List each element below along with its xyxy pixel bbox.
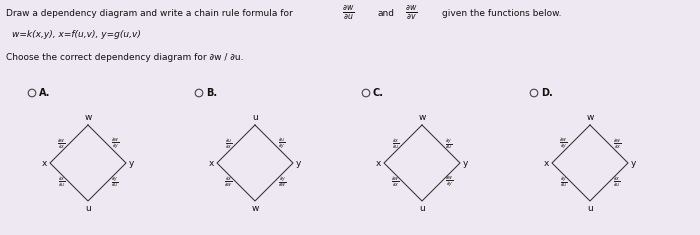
Text: w: w: [419, 113, 426, 122]
Text: $\frac{\partial u}{\partial x}$: $\frac{\partial u}{\partial x}$: [225, 137, 232, 151]
Text: x: x: [544, 158, 549, 168]
Text: $\frac{\partial y}{\partial u}$: $\frac{\partial y}{\partial u}$: [445, 137, 452, 151]
Text: $\frac{\partial x}{\partial w}$: $\frac{\partial x}{\partial w}$: [224, 176, 232, 188]
Text: Draw a dependency diagram and write a chain rule formula for: Draw a dependency diagram and write a ch…: [6, 9, 293, 18]
Text: u: u: [419, 204, 425, 213]
Text: y: y: [296, 158, 302, 168]
Text: x: x: [376, 158, 381, 168]
Text: w: w: [587, 113, 594, 122]
Text: y: y: [463, 158, 468, 168]
Text: given the functions below.: given the functions below.: [442, 9, 561, 18]
Text: w: w: [84, 113, 92, 122]
Text: $\frac{\partial x}{\partial u}$: $\frac{\partial x}{\partial u}$: [613, 176, 620, 188]
Text: w: w: [251, 204, 259, 213]
Text: $\frac{\partial w}{\partial x}$: $\frac{\partial w}{\partial x}$: [613, 137, 621, 151]
Text: A.: A.: [39, 88, 50, 98]
Text: x: x: [41, 158, 47, 168]
Text: w=k(x,y), x=f(u,v), y=g(u,v): w=k(x,y), x=f(u,v), y=g(u,v): [12, 30, 141, 39]
Text: $\frac{\partial w}{\partial y}$: $\frac{\partial w}{\partial y}$: [559, 137, 567, 151]
Text: Choose the correct dependency diagram for ∂w / ∂u.: Choose the correct dependency diagram fo…: [6, 53, 244, 62]
Text: y: y: [129, 158, 134, 168]
Text: y: y: [631, 158, 636, 168]
Text: $\frac{\partial x}{\partial u}$: $\frac{\partial x}{\partial u}$: [57, 176, 65, 188]
Text: $\frac{\partial w}{\partial x}$: $\frac{\partial w}{\partial x}$: [391, 176, 399, 188]
Text: B.: B.: [206, 88, 217, 98]
Text: $\frac{\partial x}{\partial u}$: $\frac{\partial x}{\partial u}$: [392, 137, 399, 151]
Text: $\frac{\partial y}{\partial w}$: $\frac{\partial y}{\partial w}$: [278, 175, 286, 189]
Text: x: x: [209, 158, 214, 168]
Text: $\frac{\partial w}{\partial y}$: $\frac{\partial w}{\partial y}$: [445, 175, 453, 189]
Text: u: u: [587, 204, 593, 213]
Text: u: u: [85, 204, 91, 213]
Text: $\frac{\partial w}{\partial u}$: $\frac{\partial w}{\partial u}$: [342, 5, 354, 23]
Text: and: and: [378, 9, 395, 18]
Text: $\frac{\partial w}{\partial v}$: $\frac{\partial w}{\partial v}$: [405, 5, 417, 23]
Text: $\frac{\partial u}{\partial y}$: $\frac{\partial u}{\partial y}$: [278, 137, 286, 151]
Text: u: u: [252, 113, 258, 122]
Text: $\frac{\partial w}{\partial y}$: $\frac{\partial w}{\partial y}$: [111, 137, 119, 151]
Text: C.: C.: [373, 88, 384, 98]
Text: $\frac{\partial w}{\partial x}$: $\frac{\partial w}{\partial x}$: [57, 137, 65, 151]
Text: D.: D.: [541, 88, 553, 98]
Text: $\frac{\partial y}{\partial u}$: $\frac{\partial y}{\partial u}$: [111, 175, 118, 189]
Text: $\frac{\partial y}{\partial u}$: $\frac{\partial y}{\partial u}$: [560, 175, 567, 189]
